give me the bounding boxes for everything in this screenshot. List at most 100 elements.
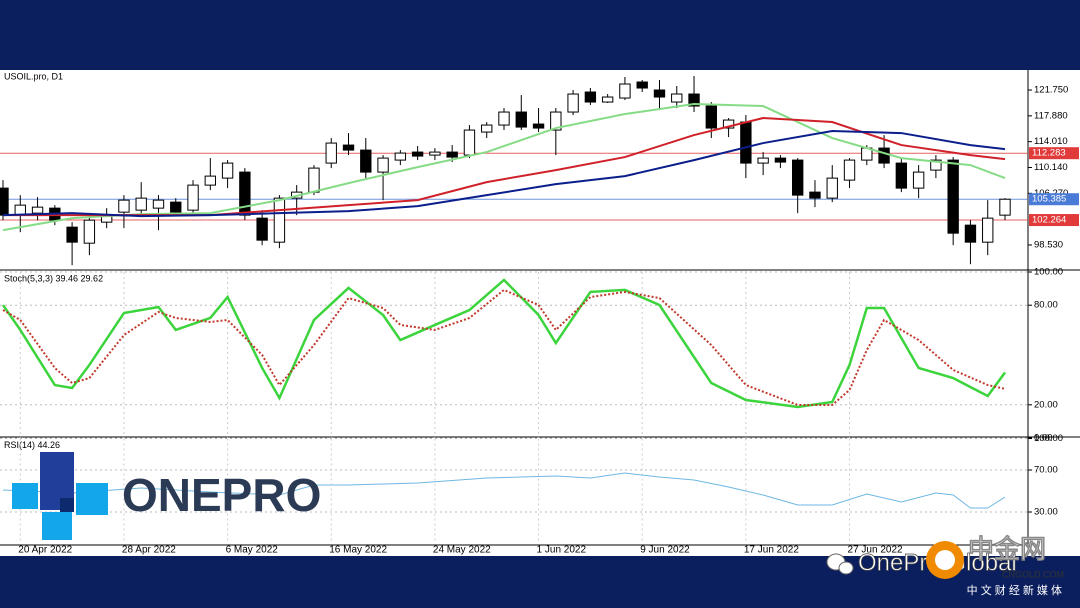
panel-title: RSI(14) 44.26	[4, 440, 60, 450]
candle-body	[878, 147, 890, 164]
site-tagline: 中 文 财 经 新 媒 体	[967, 583, 1062, 597]
candle-body	[947, 159, 959, 234]
candle-body	[152, 199, 165, 209]
candle-body	[895, 162, 908, 189]
indicator-line	[2, 472, 1006, 509]
candle-body	[325, 142, 337, 164]
candle-body	[360, 149, 372, 173]
candle-body	[826, 177, 838, 199]
y-tick-label: 20.00	[1034, 399, 1058, 410]
price-level-label: 102.264	[1032, 215, 1066, 226]
candle-body	[377, 157, 389, 173]
indicator-line	[2, 288, 1006, 406]
candle-body	[601, 96, 614, 103]
candle-body	[515, 111, 527, 128]
x-tick-label: 1 Jun 2022	[537, 545, 587, 556]
branding: ONEPRO OnePro Global 中金网 CNGOLD.COM 中 文 …	[12, 452, 1064, 597]
candle-body	[308, 167, 320, 193]
x-tick-label: 9 Jun 2022	[640, 545, 690, 556]
candle-body	[999, 198, 1011, 216]
candle-body	[532, 123, 545, 129]
price-level-badge	[1029, 147, 1079, 160]
y-tick-label: 117.880	[1034, 110, 1068, 121]
y-tick-label: 110.140	[1034, 162, 1068, 173]
candle-body	[636, 81, 648, 89]
candle-body	[273, 197, 286, 243]
y-tick-label: 70.00	[1034, 465, 1058, 476]
candle-body	[342, 144, 355, 151]
candle-body	[550, 111, 562, 131]
indicator-line	[1, 278, 1007, 409]
candle-body	[498, 111, 510, 126]
candle-body	[256, 217, 268, 241]
y-tick-label: 100.00	[1034, 433, 1063, 444]
candle-body	[411, 151, 424, 157]
candle-body	[705, 105, 717, 129]
x-tick-label: 27 Jun 2022	[848, 545, 903, 556]
candle-body	[653, 89, 666, 98]
candle-body	[221, 162, 234, 179]
candle-body	[187, 184, 199, 211]
candle-body	[809, 191, 821, 199]
candle-body	[83, 219, 96, 244]
candle-body	[843, 159, 856, 181]
candle-body	[688, 93, 700, 107]
wechat-icon	[838, 561, 854, 575]
candle-body	[463, 129, 476, 156]
y-tick-label: 30.00	[1034, 507, 1058, 518]
y-tick-label: 121.750	[1034, 85, 1068, 96]
x-tick-label: 24 May 2022	[433, 545, 491, 556]
candle-body	[31, 206, 44, 214]
candle-body	[429, 151, 441, 156]
panel-title: Stoch(5,3,3) 39.46 29.62	[4, 273, 103, 283]
candle-body	[584, 91, 597, 103]
price-level-badge	[1029, 193, 1079, 206]
y-tick-label: 98.530	[1034, 239, 1063, 250]
x-tick-label: 17 Jun 2022	[744, 545, 799, 556]
plot-area: USOIL.pro, D1 121.750 117.880 114.010 110.14…	[0, 70, 1080, 556]
logo-mark	[60, 498, 74, 512]
candle-body	[722, 119, 735, 129]
site-name: 中金网	[968, 534, 1046, 564]
candle-body	[740, 121, 752, 164]
x-tick-label: 6 May 2022	[226, 545, 279, 556]
candle-body	[66, 226, 78, 243]
logo-mark	[76, 483, 108, 515]
moving-average	[2, 130, 1006, 218]
logo-text: ONEPRO	[122, 469, 321, 521]
candle-body	[481, 124, 493, 133]
y-tick-label: 80.00	[1034, 300, 1058, 311]
candle-body	[239, 171, 251, 216]
site-domain: CNGOLD.COM	[1002, 569, 1064, 579]
price-level-badge	[1029, 214, 1079, 227]
price-level-label: 105.385	[1032, 194, 1066, 205]
candle-body	[982, 217, 994, 243]
candle-body	[792, 159, 804, 196]
candle-body	[619, 83, 631, 99]
candle-body	[757, 157, 769, 164]
chart-background	[0, 70, 1080, 556]
price-level-label: 112.283	[1032, 148, 1066, 159]
panel-title: USOIL.pro, D1	[4, 71, 63, 81]
candle-body	[930, 159, 942, 171]
candle-body	[446, 151, 458, 158]
y-tick-label: 100.00	[1034, 267, 1063, 278]
candle-body	[671, 93, 683, 103]
x-tick-label: 28 Apr 2022	[122, 545, 176, 556]
x-tick-label: 16 May 2022	[329, 545, 387, 556]
moving-average	[2, 103, 1006, 232]
x-tick-label: 20 Apr 2022	[18, 545, 72, 556]
y-tick-label: 0.00	[1034, 433, 1053, 444]
candle-body	[912, 171, 925, 189]
candle-body	[774, 157, 787, 163]
candle-body	[567, 93, 579, 113]
logo-mark	[12, 483, 38, 509]
y-tick-label: 114.010	[1034, 136, 1068, 147]
candle-body	[204, 175, 216, 186]
candle-body	[118, 199, 130, 213]
candle-body	[135, 197, 147, 211]
candle-body	[0, 187, 9, 216]
candle-body	[170, 201, 182, 213]
